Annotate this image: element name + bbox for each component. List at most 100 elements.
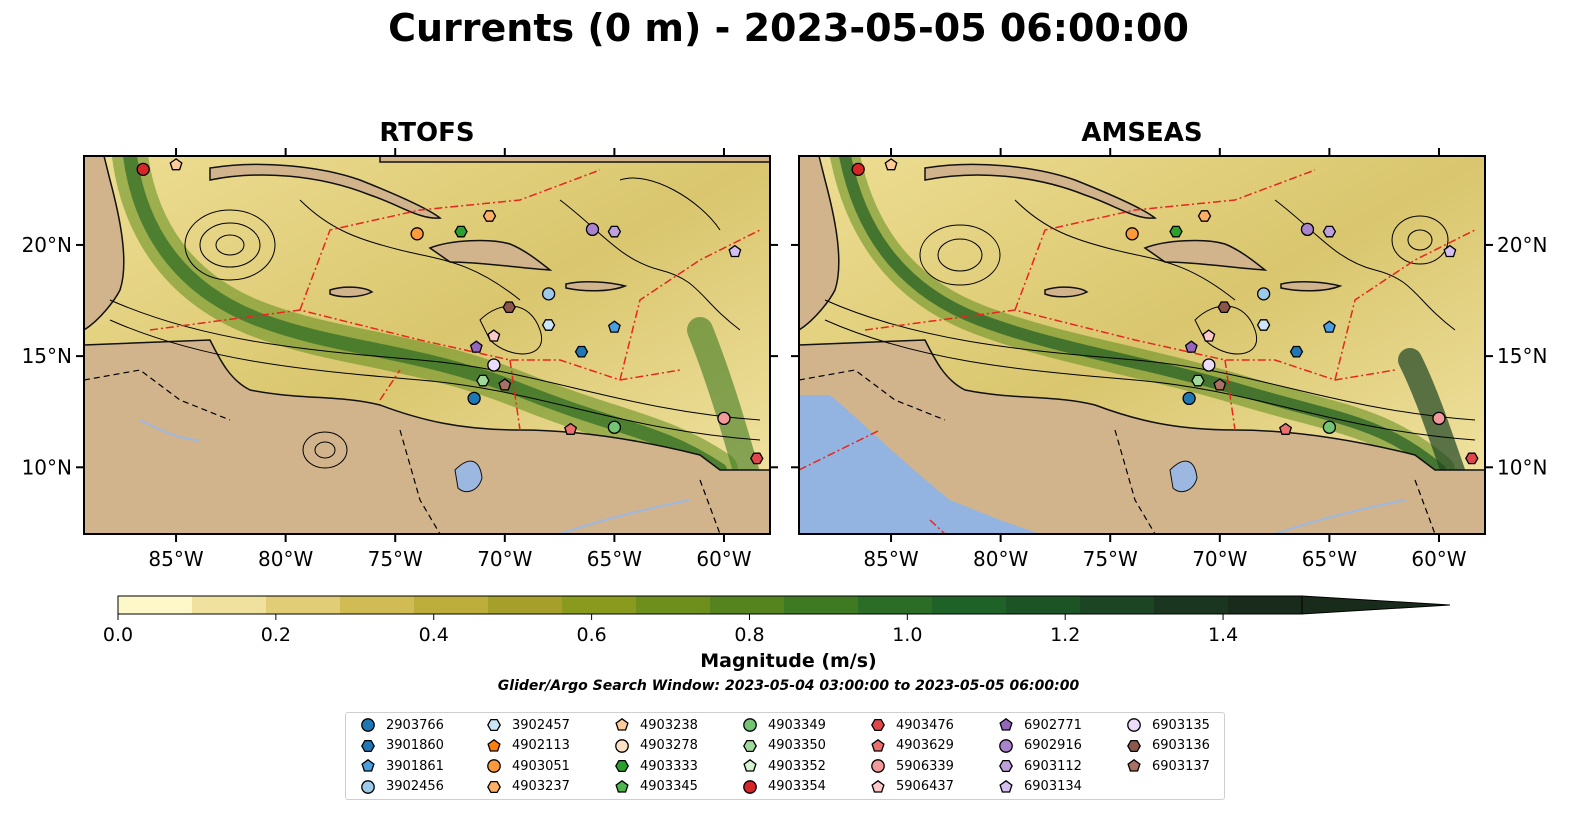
land: [84, 156, 770, 534]
platform-marker-6903135: [1202, 358, 1216, 372]
platform-markers: [136, 158, 1479, 465]
legend-marker: [999, 717, 1013, 731]
colorbar-segment: [784, 596, 859, 614]
platform-marker-4903237: [482, 210, 497, 222]
eez-boundaries: [799, 169, 1476, 534]
legend-marker-hexagon: [871, 718, 885, 732]
platform-marker-4903350: [476, 374, 490, 387]
platform-marker-4903349: [607, 420, 622, 434]
legend-marker: [361, 739, 375, 752]
legend-item-4903349: 4903349: [742, 715, 826, 735]
legend-item-4903278: 4903278: [614, 736, 698, 756]
legend-label: 4902113: [512, 738, 570, 753]
legend-marker-circle: [615, 738, 629, 753]
legend-marker-circle: [361, 718, 375, 732]
legend-marker: [361, 779, 375, 794]
lon-tick-label: 70°W: [1192, 547, 1247, 571]
legend-marker-hexagon: [487, 718, 501, 732]
platform-marker-6903137: [1213, 378, 1227, 391]
platform-marker-6902771: [1184, 340, 1198, 353]
legend-item-4903476: 4903476: [870, 715, 954, 735]
legend-item-2903766: 2903766: [360, 715, 444, 735]
lat-tick-label: 20°N: [22, 233, 72, 257]
colorbar-segment: [1006, 596, 1081, 614]
amseas-frame: [798, 155, 1486, 535]
lon-tick-label: 75°W: [1083, 547, 1138, 571]
legend-marker-pentagon: [487, 738, 501, 752]
land: [799, 156, 1485, 534]
platform-marker-4903333: [454, 225, 468, 238]
colorbar-tick-label: 0.4: [419, 624, 449, 646]
legend-marker-hexagon: [999, 759, 1013, 773]
legend-marker: [487, 759, 501, 773]
eez-boundaries: [149, 169, 761, 431]
legend-item-4903051: 4903051: [486, 756, 570, 776]
colorbar-extend-arrow: [1301, 595, 1451, 615]
legend-label: 4903349: [768, 717, 826, 733]
rivers: [139, 419, 691, 534]
colorbar-tick-label: 1.2: [1050, 624, 1080, 646]
lon-tick-label: 80°W: [973, 547, 1028, 571]
legend-item-3901861: 3901861: [360, 756, 444, 776]
colorbar-tick-label: 0.6: [576, 624, 606, 646]
legend-item-3901860: 3901860: [360, 736, 444, 756]
axis-ticks: 85°W 80°W 75°W 70°W 65°W 60°W 20°N 15°N 10°N 85°W…: [22, 148, 1547, 571]
colorbar-frame: [117, 595, 1303, 615]
legend-label: 4903629: [896, 738, 954, 753]
rtofs-map: [84, 156, 770, 534]
colorbar-segment: [710, 596, 785, 614]
lon-tick-label: 70°W: [477, 547, 532, 571]
platform-legend: 2903766 3901860 3901861 3902456 3902457 49021…: [345, 712, 1225, 800]
legend-item-3902457: 3902457: [486, 715, 570, 735]
legend-marker-pentagon: [361, 758, 375, 772]
colorbar-segment: [1154, 596, 1229, 614]
legend-label: 3901860: [386, 738, 444, 753]
platform-marker-6902771: [469, 340, 483, 353]
eddy-streamlines: [109, 177, 761, 469]
legend-marker: [615, 759, 629, 773]
colorbar-tick-label: 0.2: [261, 624, 291, 646]
legend-marker-pentagon: [871, 738, 885, 752]
platform-marker-3901861: [1322, 320, 1336, 333]
search-window-text: Glider/Argo Search Window: 2023-05-04 03…: [497, 678, 1080, 694]
legend-marker: [743, 739, 757, 752]
legend-label: 5906339: [896, 758, 954, 774]
platform-marker-4903238: [169, 158, 183, 171]
legend-marker: [1127, 758, 1141, 772]
legend-marker: [999, 759, 1013, 773]
legend-item-4903345: 4903345: [614, 777, 698, 797]
legend-item-5906339: 5906339: [870, 756, 954, 776]
lat-tick-label: 20°N: [1497, 233, 1547, 257]
legend-item-4903352: 4903352: [742, 756, 826, 776]
platform-marker-6902916: [1300, 222, 1315, 237]
legend-label: 3902457: [512, 717, 570, 733]
platform-marker-6902916: [585, 222, 600, 237]
legend-marker-circle: [361, 779, 375, 794]
platform-marker-6903112: [1322, 225, 1337, 238]
legend-marker: [615, 779, 629, 793]
legend-marker-pentagon: [1127, 758, 1141, 772]
lon-tick-label: 80°W: [258, 547, 313, 571]
lon-tick-label: 65°W: [1302, 547, 1357, 571]
legend-marker: [743, 758, 757, 772]
legend-marker: [487, 718, 501, 732]
colorbar: 0.0 0.2 0.4 0.6 0.8 1.0 1.2 1.4: [103, 595, 1451, 646]
legend-marker: [871, 759, 885, 773]
colorbar-tick-label: 1.0: [892, 624, 922, 646]
platform-marker-4903629: [564, 422, 578, 435]
legend-label: 4903333: [640, 758, 698, 774]
panel-title-rtofs: RTOFS: [379, 118, 475, 148]
legend-marker: [1127, 718, 1141, 732]
rivers: [1274, 499, 1406, 534]
colorbar-segment: [932, 596, 1007, 614]
legend-label: 4903051: [512, 758, 570, 774]
lon-tick-label: 85°W: [863, 547, 918, 571]
legend-label: 3901861: [386, 758, 444, 774]
platform-marker-3902457: [1256, 319, 1271, 331]
lat-tick-label: 10°N: [22, 455, 72, 479]
lon-tick-label: 85°W: [148, 547, 203, 571]
legend-item-6903134: 6903134: [998, 777, 1082, 797]
colorbar-segment: [1080, 596, 1155, 614]
colorbar-segment: [414, 596, 489, 614]
